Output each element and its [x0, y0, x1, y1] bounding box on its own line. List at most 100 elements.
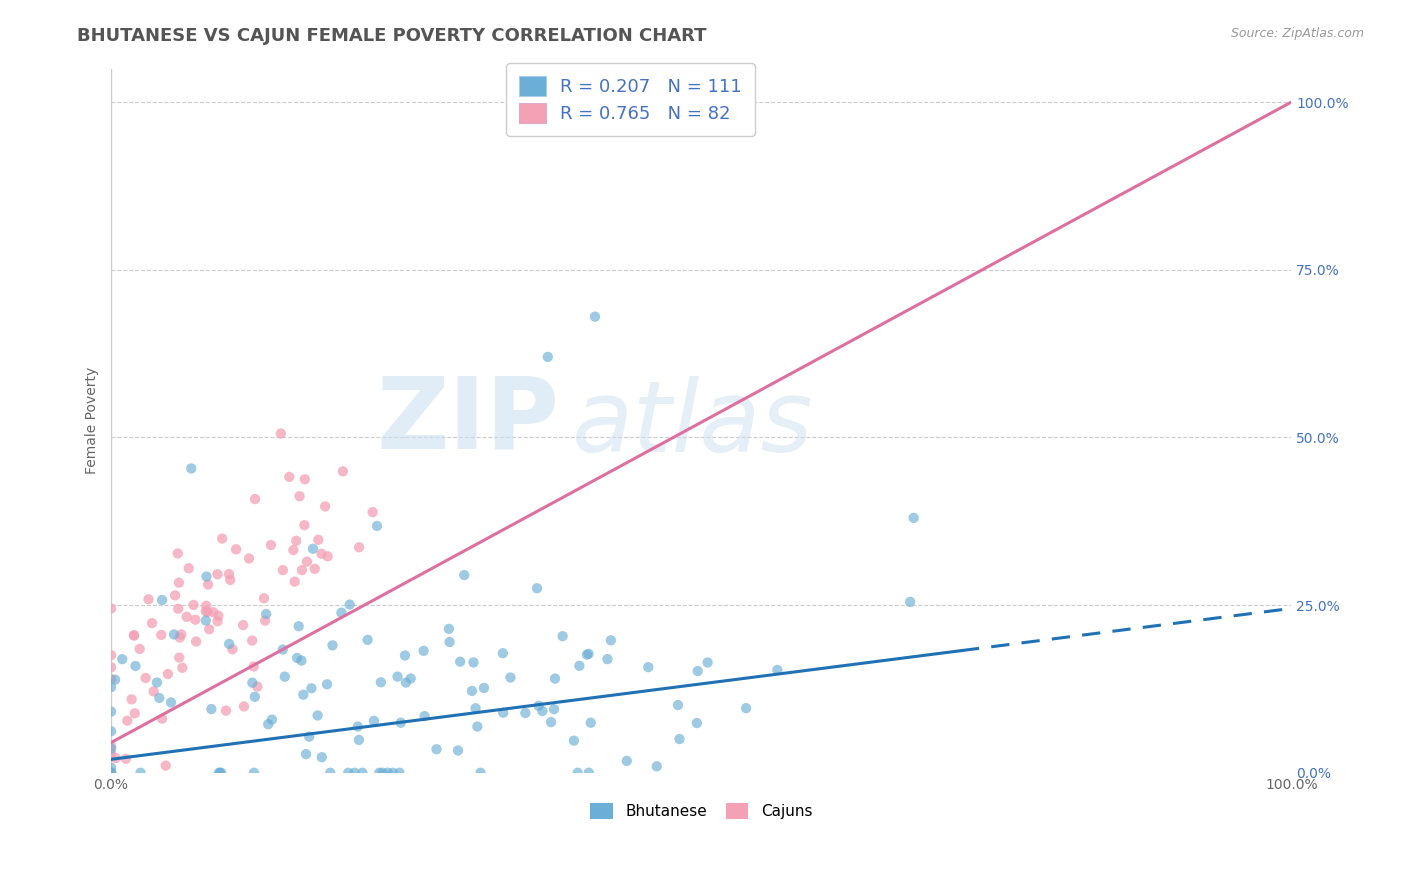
Point	[167, 601, 190, 615]
Point	[527, 698, 550, 713]
Point	[515, 706, 537, 720]
Point	[146, 675, 169, 690]
Point	[124, 706, 146, 721]
Point	[294, 472, 316, 486]
Point	[377, 765, 399, 780]
Point	[311, 750, 333, 764]
Point	[492, 706, 515, 720]
Point	[100, 660, 122, 674]
Point	[472, 681, 495, 695]
Point	[257, 717, 280, 731]
Point	[243, 491, 266, 506]
Point	[128, 642, 150, 657]
Point	[208, 765, 231, 780]
Point	[160, 695, 183, 709]
Point	[637, 660, 659, 674]
Point	[219, 573, 242, 587]
Point	[295, 747, 318, 761]
Point	[100, 724, 122, 739]
Point	[568, 658, 591, 673]
Point	[200, 702, 222, 716]
Point	[389, 715, 412, 730]
Point	[166, 546, 188, 560]
Point	[274, 670, 297, 684]
Point	[294, 518, 316, 533]
Point	[207, 615, 229, 629]
Point	[287, 619, 309, 633]
Point	[291, 563, 314, 577]
Point	[575, 648, 598, 662]
Point	[176, 610, 198, 624]
Point	[686, 664, 709, 678]
Point	[254, 607, 277, 621]
Point	[215, 704, 238, 718]
Point	[413, 709, 436, 723]
Point	[135, 671, 157, 685]
Point	[363, 714, 385, 728]
Point	[194, 614, 217, 628]
Point	[100, 765, 122, 780]
Point	[302, 541, 325, 556]
Point	[645, 759, 668, 773]
Point	[425, 742, 447, 756]
Point	[100, 739, 122, 754]
Point	[198, 622, 221, 636]
Point	[361, 505, 384, 519]
Point	[668, 731, 690, 746]
Point	[260, 538, 283, 552]
Point	[155, 758, 177, 772]
Point	[211, 532, 233, 546]
Point	[540, 715, 562, 730]
Point	[232, 618, 254, 632]
Point	[449, 655, 471, 669]
Point	[100, 761, 122, 775]
Point	[316, 549, 339, 564]
Point	[202, 605, 225, 619]
Point	[567, 765, 589, 780]
Point	[150, 593, 173, 607]
Point	[184, 634, 207, 648]
Point	[148, 690, 170, 705]
Point	[290, 654, 312, 668]
Point	[218, 567, 240, 582]
Point	[207, 608, 229, 623]
Point	[240, 633, 263, 648]
Point	[412, 644, 434, 658]
Text: BHUTANESE VS CAJUN FEMALE POVERTY CORRELATION CHART: BHUTANESE VS CAJUN FEMALE POVERTY CORREL…	[77, 27, 707, 45]
Point	[464, 701, 486, 715]
Point	[122, 628, 145, 642]
Point	[463, 656, 485, 670]
Point	[447, 743, 470, 757]
Point	[156, 667, 179, 681]
Point	[271, 563, 294, 577]
Point	[387, 670, 409, 684]
Point	[180, 461, 202, 475]
Point	[381, 765, 404, 780]
Point	[499, 671, 522, 685]
Point	[233, 699, 256, 714]
Point	[218, 637, 240, 651]
Point	[167, 650, 190, 665]
Point	[316, 677, 339, 691]
Point	[461, 684, 484, 698]
Point	[531, 704, 554, 718]
Point	[394, 648, 416, 663]
Point	[578, 765, 600, 780]
Point	[165, 588, 187, 602]
Point	[253, 591, 276, 606]
Point	[240, 675, 263, 690]
Point	[551, 629, 574, 643]
Point	[735, 701, 758, 715]
Point	[395, 675, 418, 690]
Point	[339, 598, 361, 612]
Point	[209, 765, 232, 780]
Point	[184, 613, 207, 627]
Point	[311, 547, 333, 561]
Point	[388, 765, 411, 780]
Point	[368, 765, 391, 780]
Point	[197, 577, 219, 591]
Point	[100, 741, 122, 756]
Point	[100, 648, 122, 663]
Point	[285, 533, 308, 548]
Point	[330, 606, 353, 620]
